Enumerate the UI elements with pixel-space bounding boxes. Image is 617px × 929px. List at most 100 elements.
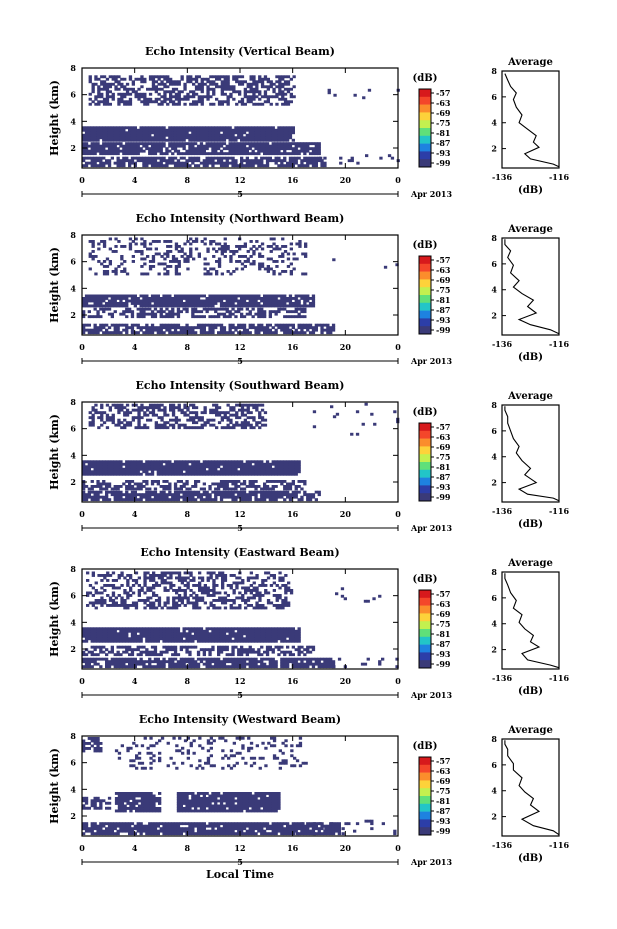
echo-cell [265, 331, 270, 335]
echo-cell [116, 302, 120, 305]
echo-cell [122, 645, 126, 649]
echo-cell [171, 90, 176, 94]
echo-cell [150, 294, 155, 298]
echo-cell [84, 472, 89, 476]
echo-cell [111, 92, 115, 96]
echo-cell [173, 662, 178, 666]
echo-cell [258, 90, 262, 94]
echo-cell [242, 467, 247, 471]
echo-cell [219, 462, 224, 466]
echo-cell [251, 149, 255, 153]
echo-cell [274, 294, 278, 298]
echo-cell [113, 144, 117, 148]
echo-cell [113, 462, 117, 466]
echo-cell [283, 653, 287, 657]
echo-cell [116, 128, 120, 132]
echo-cell [188, 142, 192, 146]
echo-cell [243, 245, 247, 248]
echo-cell [120, 100, 124, 104]
echo-cell [162, 131, 166, 135]
echo-cell [107, 144, 112, 148]
echo-cell [251, 460, 255, 464]
echo-cell [139, 495, 143, 499]
echo-cell [123, 92, 127, 96]
echo-cell [222, 312, 227, 316]
echo-cell [286, 331, 290, 335]
echo-cell [246, 411, 250, 415]
echo-cell [225, 482, 229, 486]
echo-cell [196, 156, 201, 160]
echo-cell [242, 138, 247, 142]
echo-cell [119, 653, 123, 657]
echo-cell [99, 323, 103, 327]
echo-cell [116, 161, 120, 165]
echo-cell [208, 297, 212, 300]
echo-cell [291, 126, 295, 130]
echo-cell [208, 326, 212, 330]
echo-cell [286, 100, 291, 104]
echo-cell [97, 87, 101, 91]
echo-cell [209, 418, 213, 422]
echo-cell [125, 490, 129, 494]
echo-cell [93, 164, 97, 168]
echo-cell [277, 147, 281, 151]
echo-cell [116, 136, 120, 140]
echo-cell [145, 648, 149, 652]
echo-cell [93, 629, 97, 633]
colorbar-swatch [419, 128, 431, 137]
echo-cell [245, 634, 249, 638]
echo-cell [182, 331, 186, 335]
y-tick-label: 2 [70, 477, 76, 487]
echo-cell [263, 299, 267, 303]
echo-cell [266, 80, 270, 84]
echo-cell [214, 294, 218, 298]
echo-cell [185, 657, 189, 661]
echo-cell [114, 272, 118, 276]
echo-cell [362, 96, 366, 100]
echo-cell [258, 426, 262, 430]
echo-cell [228, 653, 232, 657]
echo-cell [306, 657, 310, 661]
echo-cell [283, 100, 288, 104]
echo-cell [165, 629, 169, 633]
echo-cell [314, 147, 318, 151]
echo-cell [128, 462, 132, 466]
echo-cell [251, 315, 255, 319]
echo-cell [248, 144, 252, 148]
echo-cell [231, 462, 235, 466]
echo-cell [153, 650, 158, 654]
echo-cell [137, 406, 141, 410]
echo-cell [277, 629, 281, 633]
echo-cell [157, 252, 161, 256]
echo-cell [288, 302, 293, 305]
echo-cell [142, 144, 146, 148]
echo-cell [148, 126, 152, 130]
echo-cell [266, 100, 270, 104]
echo-cell [122, 297, 126, 300]
echo-cell [110, 490, 114, 494]
echo-cell [248, 136, 252, 140]
echo-cell [291, 495, 295, 499]
echo-cell [82, 480, 86, 483]
echo-cell [265, 159, 270, 163]
echo-cell [90, 498, 94, 502]
echo-cell [91, 87, 95, 91]
echo-cell [159, 495, 163, 499]
echo-cell [311, 294, 316, 298]
echo-cell [291, 315, 295, 319]
echo-cell [159, 485, 163, 488]
echo-cell [114, 87, 118, 91]
echo-cell [182, 629, 186, 633]
echo-cell [254, 136, 258, 140]
echo-cell [133, 465, 137, 469]
echo-cell [168, 310, 172, 314]
echo-cell [199, 629, 204, 633]
echo-cell [130, 126, 135, 130]
echo-cell [174, 267, 179, 271]
echo-cell [173, 331, 178, 335]
echo-cell [130, 632, 135, 636]
echo-cell [128, 133, 132, 137]
echo-cell [185, 302, 189, 305]
echo-cell [113, 653, 117, 657]
echo-cell [150, 660, 155, 664]
